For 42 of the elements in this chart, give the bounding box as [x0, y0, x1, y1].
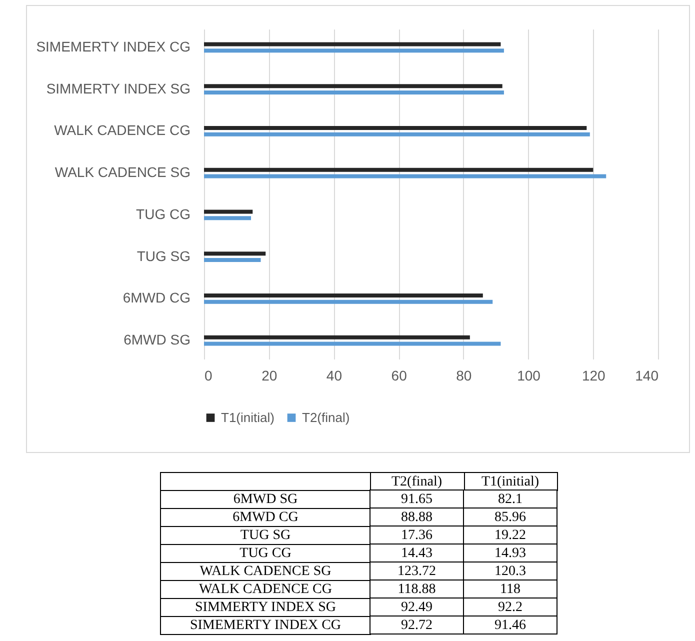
y-tick-label: TUG SG: [240, 528, 291, 543]
legend-label: T2(final): [302, 410, 350, 425]
x-tick-label: 80: [456, 368, 472, 384]
data-label: 118: [500, 582, 520, 597]
data-label: 118.88: [398, 582, 436, 597]
x-tick-label: 100: [517, 368, 541, 384]
x-tick-label: 120: [582, 368, 606, 384]
y-tick-label: 6MWD CG: [232, 510, 298, 525]
y-tick-label: WALK CADENCE CG: [54, 122, 190, 138]
data-label: 123.72: [398, 564, 436, 579]
x-tick-label: 40: [326, 368, 342, 384]
y-tick-label: SIMMERTY INDEX SG: [195, 600, 336, 615]
x-tick-label: 20: [262, 368, 278, 384]
data-label: 17.36: [401, 528, 432, 543]
data-label: 88.88: [401, 510, 432, 525]
y-tick-label: 6MWD CG: [122, 290, 190, 306]
data-label: 92.49: [401, 600, 432, 615]
data-label: 82.1: [498, 492, 522, 507]
y-tick-label: SIMEMERTY INDEX CG: [190, 618, 342, 633]
y-tick-label: WALK CADENCE CG: [199, 582, 332, 597]
y-tick-label: SIMMERTY INDEX SG: [46, 80, 190, 96]
x-tick-label: 60: [391, 368, 408, 384]
y-tick-label: 6MWD SG: [233, 492, 298, 507]
y-tick-label: WALK CADENCE SG: [200, 564, 332, 579]
data-label: 92.2: [498, 600, 522, 615]
y-tick-label: TUG CG: [136, 206, 190, 222]
y-tick-label: 6MWD SG: [124, 332, 190, 348]
y-tick-label: SIMEMERTY INDEX CG: [36, 38, 190, 54]
data-label: 91.46: [494, 618, 526, 633]
y-tick-label: TUG SG: [136, 248, 190, 264]
data-label: 14.43: [401, 546, 432, 561]
data-label: 91.65: [401, 492, 432, 507]
data-label: 92.72: [401, 618, 432, 633]
x-tick-label: 140: [635, 368, 659, 384]
data-label: 14.93: [494, 546, 526, 561]
data-label: 19.22: [494, 528, 526, 543]
data-label: 120.3: [494, 564, 526, 579]
y-tick-label: TUG CG: [240, 546, 292, 561]
x-tick-label: 0: [204, 368, 212, 384]
y-tick-label: WALK CADENCE SG: [54, 164, 190, 180]
data-label: 85.96: [494, 510, 526, 525]
legend-label: T1(initial): [221, 410, 274, 425]
